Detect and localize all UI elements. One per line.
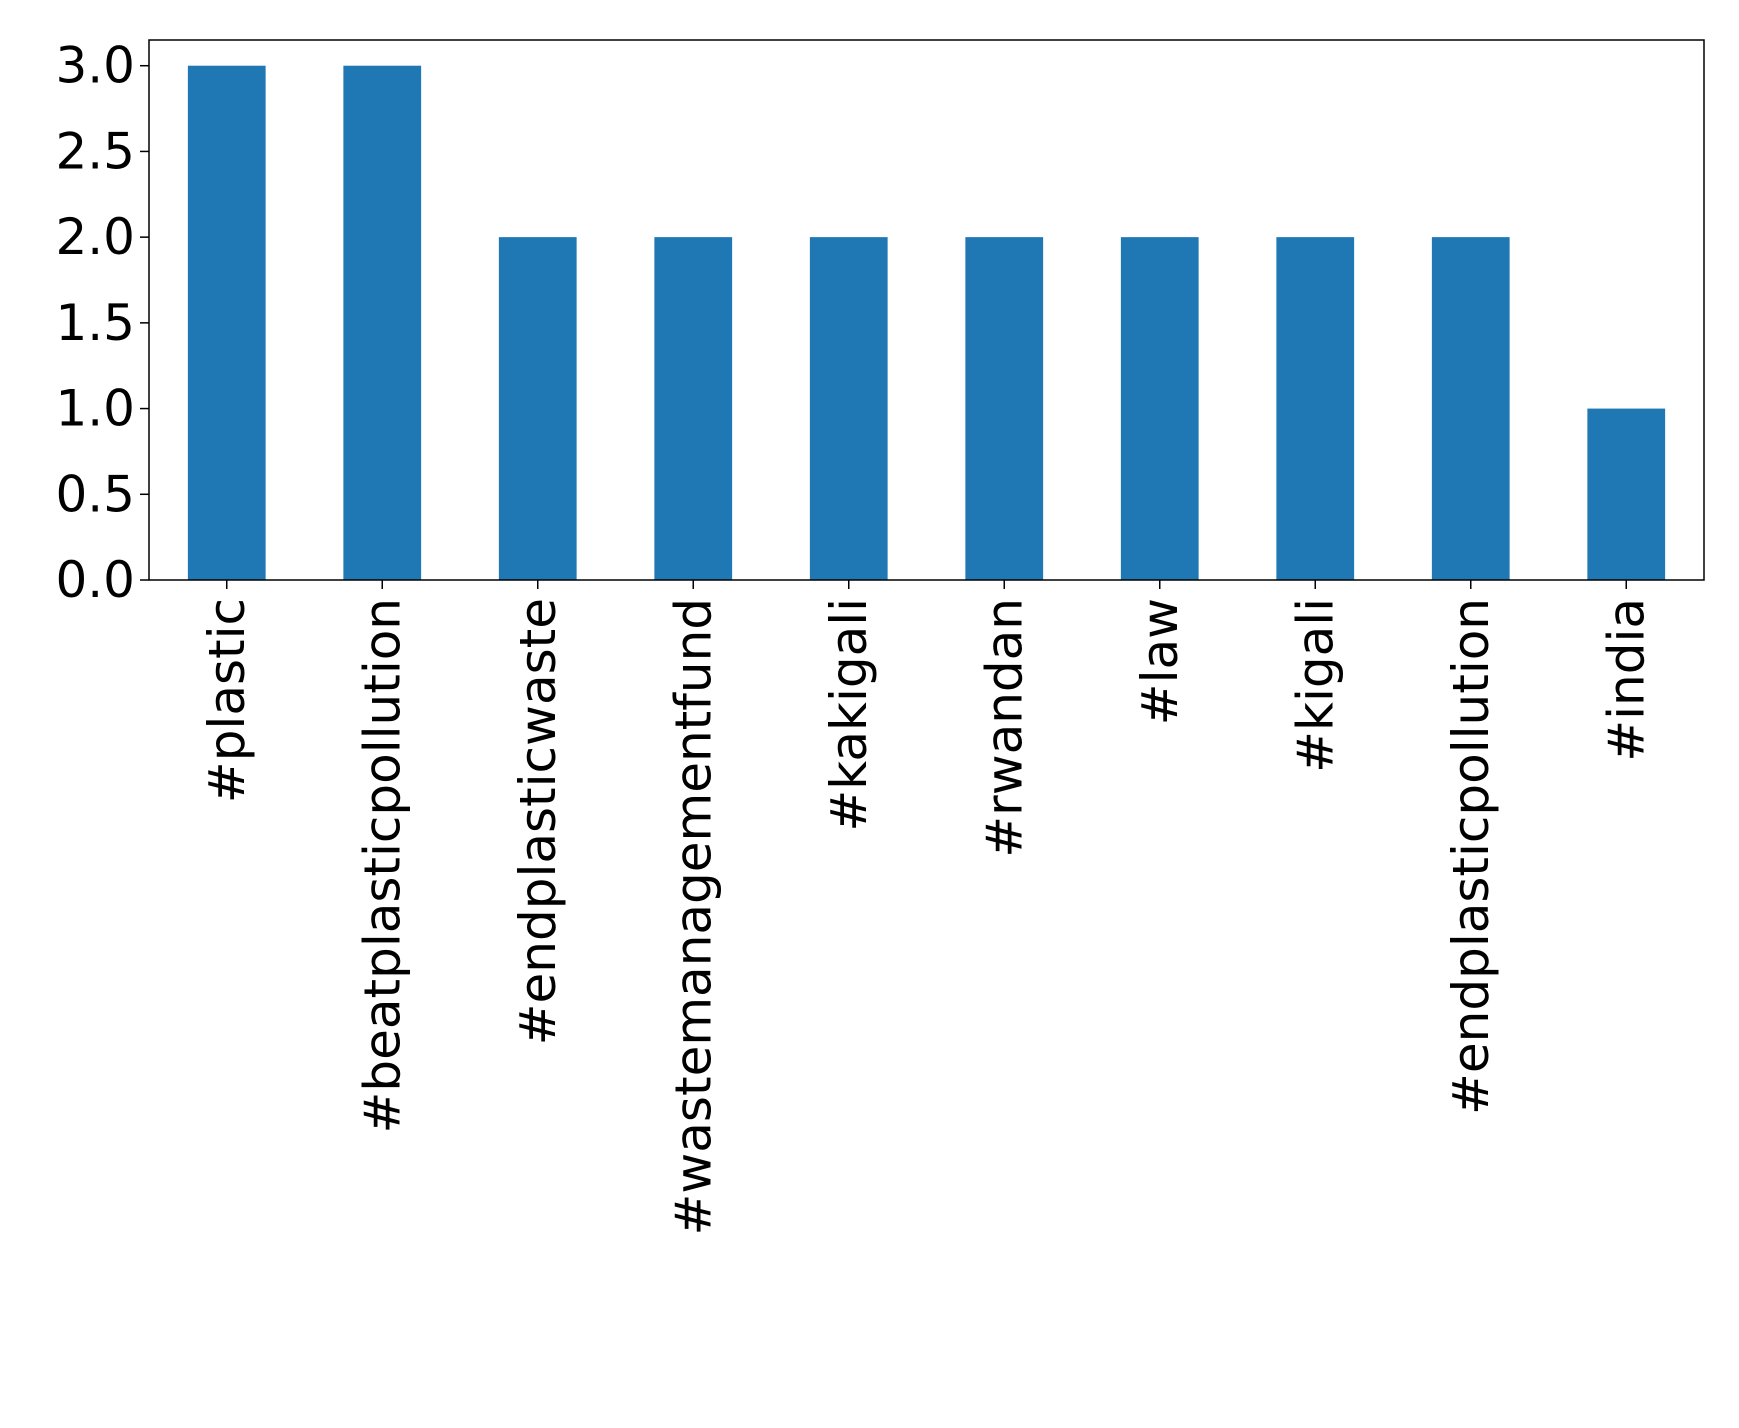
- x-tick-label: #law: [1131, 598, 1189, 725]
- x-tick-label: #kakigali: [820, 598, 878, 832]
- bar-endplasticpollution: [1431, 237, 1510, 580]
- bar-rwandan: [965, 237, 1044, 580]
- bar-law: [1120, 237, 1199, 580]
- y-tick-label: 2.5: [55, 122, 135, 180]
- bars-group: [187, 65, 1666, 580]
- x-tick-label: #endplasticpollution: [1442, 598, 1500, 1115]
- bar-endplasticwaste: [498, 237, 577, 580]
- bar-kakigali: [809, 237, 888, 580]
- x-axis: #plastic #beatplasticpollution #endplastic…: [198, 580, 1655, 1236]
- bar-beatplasticpollution: [343, 65, 422, 580]
- bar-plastic: [187, 65, 266, 580]
- y-tick-label: 2.0: [55, 208, 135, 266]
- y-tick-label: 1.5: [55, 294, 135, 352]
- plot-frame: [148, 39, 1705, 581]
- bar-kigali: [1276, 237, 1355, 580]
- x-tick-label: #india: [1597, 598, 1655, 762]
- bar-india: [1587, 408, 1666, 580]
- x-tick-label: #rwandan: [975, 598, 1033, 858]
- x-tick-label: #wastemanagementfund: [664, 598, 722, 1236]
- bar-wastemanagementfund: [654, 237, 733, 580]
- y-tick-label: 0.5: [55, 465, 135, 523]
- x-tick-label: #kigali: [1286, 598, 1344, 773]
- y-tick-label: 0.0: [55, 551, 135, 609]
- x-tick-label: #endplasticwaste: [509, 598, 567, 1045]
- x-tick-label: #plastic: [198, 598, 256, 803]
- y-tick-label: 3.0: [55, 37, 135, 95]
- y-tick-label: 1.0: [55, 380, 135, 438]
- x-tick-label: #beatplasticpollution: [353, 598, 411, 1134]
- y-axis: 0.0 0.5 1.0 1.5 2.0 2.5 3.0: [55, 37, 149, 609]
